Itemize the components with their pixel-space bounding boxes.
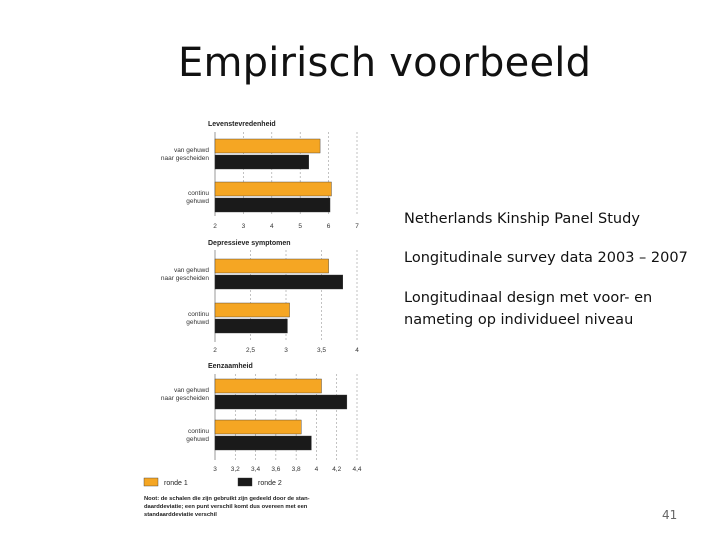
group-label: van gehuwd	[174, 267, 209, 274]
tick-label: 4	[270, 223, 274, 230]
panel-title: Eenzaamheid	[208, 363, 253, 370]
tick-label: 3,4	[251, 466, 260, 473]
group-label: naar gescheiden	[161, 395, 209, 402]
slide-title: Empirisch voorbeeld	[178, 40, 592, 86]
group-label: gehuwd	[186, 436, 209, 443]
tick-label: 4	[315, 466, 319, 473]
chart-panel: Eenzaamheid 3 3,2 3,4 3,6 3,8 4 4,2 4,4 van gehuw…	[161, 363, 362, 473]
tick-label: 3	[242, 223, 246, 230]
tick-label: 2	[213, 347, 217, 354]
tick-label: 4,4	[352, 466, 361, 473]
tick-label: 2,5	[246, 347, 255, 354]
group-label: continu	[188, 311, 209, 318]
bar	[214, 154, 309, 170]
bullet-item: Netherlands Kinship Panel Study	[404, 211, 640, 227]
group-label: van gehuwd	[174, 387, 209, 394]
tick-label: 3,6	[271, 466, 280, 473]
bar	[214, 318, 288, 334]
chart-note: standaarddeviatie verschil	[144, 512, 217, 518]
panel-title: Depressieve symptomen	[208, 240, 290, 247]
legend-label: ronde 2	[258, 480, 282, 487]
bar	[214, 394, 348, 410]
chart-note: daarddeviatie; een punt verschil komt du…	[144, 504, 308, 510]
tick-label: 6	[327, 223, 331, 230]
bar	[214, 274, 344, 290]
tick-label: 3	[284, 347, 288, 354]
tick-label: 3,5	[317, 347, 326, 354]
chart-figure: Levenstevredenheid 2 3 4 5 6 7 van gehuwd naar g…	[138, 112, 370, 522]
bar	[214, 197, 331, 213]
tick-label: 4	[355, 347, 359, 354]
group-label: continu	[188, 190, 209, 197]
group-label: gehuwd	[186, 319, 209, 326]
tick-label: 5	[298, 223, 302, 230]
group-label: naar gescheiden	[161, 155, 209, 162]
chart-legend: ronde 1 ronde 2	[143, 477, 282, 487]
chart-panel: Depressieve symptomen 2 2,5 3 3,5 4 van gehuwd…	[161, 240, 359, 354]
tick-label: 4,2	[332, 466, 341, 473]
bar	[214, 138, 321, 154]
bar	[214, 181, 332, 197]
bullet-item: Longitudinaal design met voor- en nameti…	[404, 289, 653, 329]
legend-swatch	[143, 477, 159, 487]
panel-title: Levenstevredenheid	[208, 121, 276, 128]
tick-label: 3,2	[231, 466, 240, 473]
bullet-list: Netherlands Kinship Panel Study Longitud…	[404, 208, 704, 349]
bar	[214, 302, 290, 318]
group-label: naar gescheiden	[161, 275, 209, 282]
group-label: van gehuwd	[174, 147, 209, 154]
bar	[214, 378, 322, 394]
chart-note: Noot: de schalen die zijn gebruikt zijn …	[144, 496, 310, 502]
tick-label: 3,8	[292, 466, 301, 473]
bar	[214, 435, 312, 451]
bullet-item: Longitudinale survey data 2003 – 2007	[404, 250, 688, 267]
group-label: gehuwd	[186, 198, 209, 205]
bar	[214, 258, 329, 274]
legend-label: ronde 1	[164, 480, 188, 487]
tick-label: 3	[213, 466, 217, 473]
tick-label: 2	[213, 223, 217, 230]
legend-swatch	[237, 477, 253, 487]
bar	[214, 419, 302, 435]
page-number: 41	[662, 508, 678, 522]
tick-label: 7	[355, 223, 359, 230]
group-label: continu	[188, 428, 209, 435]
